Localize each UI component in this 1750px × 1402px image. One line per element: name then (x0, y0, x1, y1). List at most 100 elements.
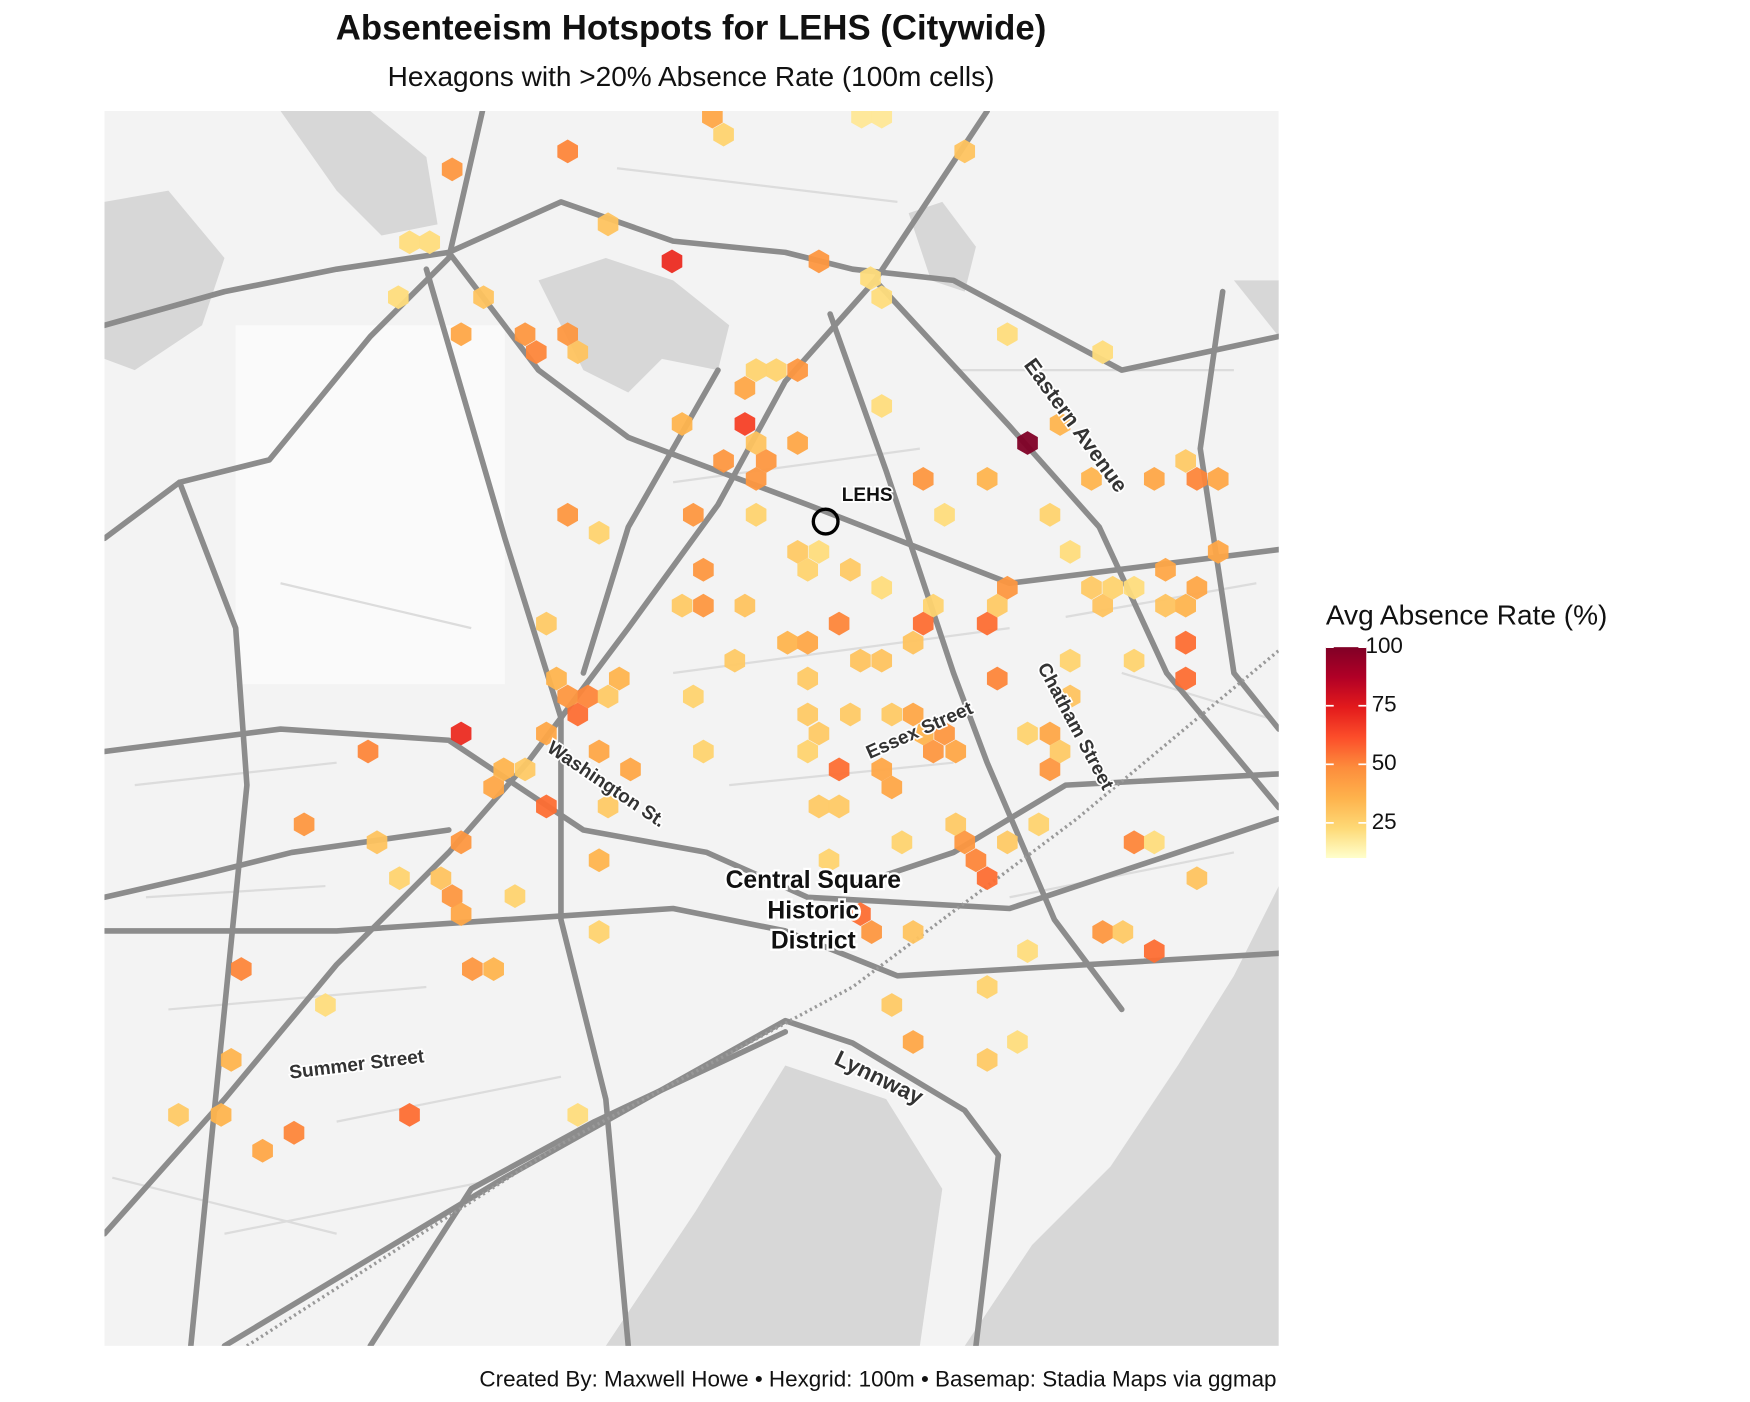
hexagon (567, 340, 589, 365)
hexagon (450, 830, 472, 855)
hexagon (1081, 575, 1102, 600)
hexagon (976, 866, 998, 891)
hexagon (881, 702, 903, 727)
hexagon (850, 648, 871, 673)
hexagon (450, 322, 472, 347)
hexagon (1039, 721, 1061, 746)
hexagon (797, 630, 819, 655)
hexagon (483, 775, 504, 800)
hexagon (912, 721, 934, 746)
hexagon (1039, 757, 1061, 782)
hexagon (1028, 812, 1050, 837)
hexagon (818, 848, 840, 873)
hexagon (797, 557, 819, 582)
hexagon (986, 666, 1008, 691)
hexagon (1092, 340, 1114, 365)
hexagon (671, 412, 693, 436)
hexagon (923, 739, 944, 764)
hexagon (745, 502, 767, 527)
hexagon (891, 830, 913, 855)
hexagon (597, 684, 619, 709)
hexagon (682, 684, 704, 709)
hexagon (1017, 939, 1038, 964)
hexagon (682, 502, 704, 527)
hexagon (976, 975, 998, 999)
hexagon (493, 757, 515, 782)
hexagon (671, 593, 693, 618)
hexagon (934, 502, 955, 527)
hexagon (986, 593, 1008, 618)
hexagon (588, 739, 610, 764)
hexagon (1207, 467, 1229, 491)
hexagon (902, 702, 924, 727)
hexagon (536, 721, 557, 746)
hexagon (399, 230, 420, 255)
hexagon (734, 412, 756, 436)
hexagon (430, 866, 452, 891)
hexagon (734, 376, 756, 400)
hexagon (965, 848, 987, 873)
hexagon (557, 322, 579, 347)
hexagon (588, 920, 610, 944)
hexagon (546, 666, 567, 691)
hexagon (389, 866, 410, 891)
hexagon (1059, 684, 1081, 709)
hexagon (588, 520, 610, 545)
hexagon (388, 285, 409, 310)
hexagon (808, 249, 830, 274)
hexagon (871, 757, 893, 782)
hexagon (787, 431, 808, 455)
hexagon (567, 702, 589, 727)
hexagon (450, 902, 472, 926)
hexagon (1059, 539, 1081, 564)
hexagon (1155, 593, 1176, 618)
hexagon (557, 139, 579, 164)
hexagon (828, 757, 850, 782)
district-label: Central Square (726, 867, 901, 894)
hexagon (441, 884, 463, 909)
hexagon (755, 449, 777, 473)
hexagon (1112, 920, 1134, 944)
hexagon (745, 358, 767, 383)
hexagon (168, 1102, 189, 1127)
hexagon (871, 285, 893, 310)
hexagon (881, 775, 903, 800)
hexagon (954, 139, 976, 164)
hexagon (997, 830, 1018, 855)
hexagon (871, 648, 893, 673)
hexagon (315, 993, 336, 1017)
hexagon (997, 575, 1018, 600)
hexagon (976, 467, 998, 491)
hexagon (1143, 830, 1165, 855)
hexagon (902, 920, 924, 944)
hexagon (808, 539, 830, 564)
hexagon (514, 322, 536, 347)
hexagon (620, 757, 641, 782)
hexagon (1155, 557, 1176, 582)
hexagon (1123, 830, 1145, 855)
hexagon (441, 157, 463, 182)
hexagon (1143, 939, 1165, 964)
hexagon (536, 611, 557, 636)
hexagon (954, 830, 976, 855)
hexagon (504, 884, 526, 909)
hexagon (734, 593, 756, 618)
district-label: Historic (767, 897, 859, 924)
legend-title: Avg Absence Rate (%) (1326, 599, 1608, 630)
hexagon (777, 630, 798, 655)
hexagon (567, 1102, 589, 1127)
hexagon (808, 794, 830, 819)
hexagon (1143, 467, 1165, 491)
hexagon (588, 848, 610, 873)
hexagon (923, 593, 944, 618)
hexagon (797, 739, 819, 764)
legend-tick-label: 75 (1372, 692, 1397, 717)
hexagon (808, 721, 830, 746)
hexagon (1123, 575, 1145, 600)
hexagon (828, 611, 850, 636)
hexagon (871, 111, 893, 129)
hexagon (881, 993, 903, 1017)
hexagon (1175, 666, 1197, 691)
hexagon (1123, 648, 1145, 673)
